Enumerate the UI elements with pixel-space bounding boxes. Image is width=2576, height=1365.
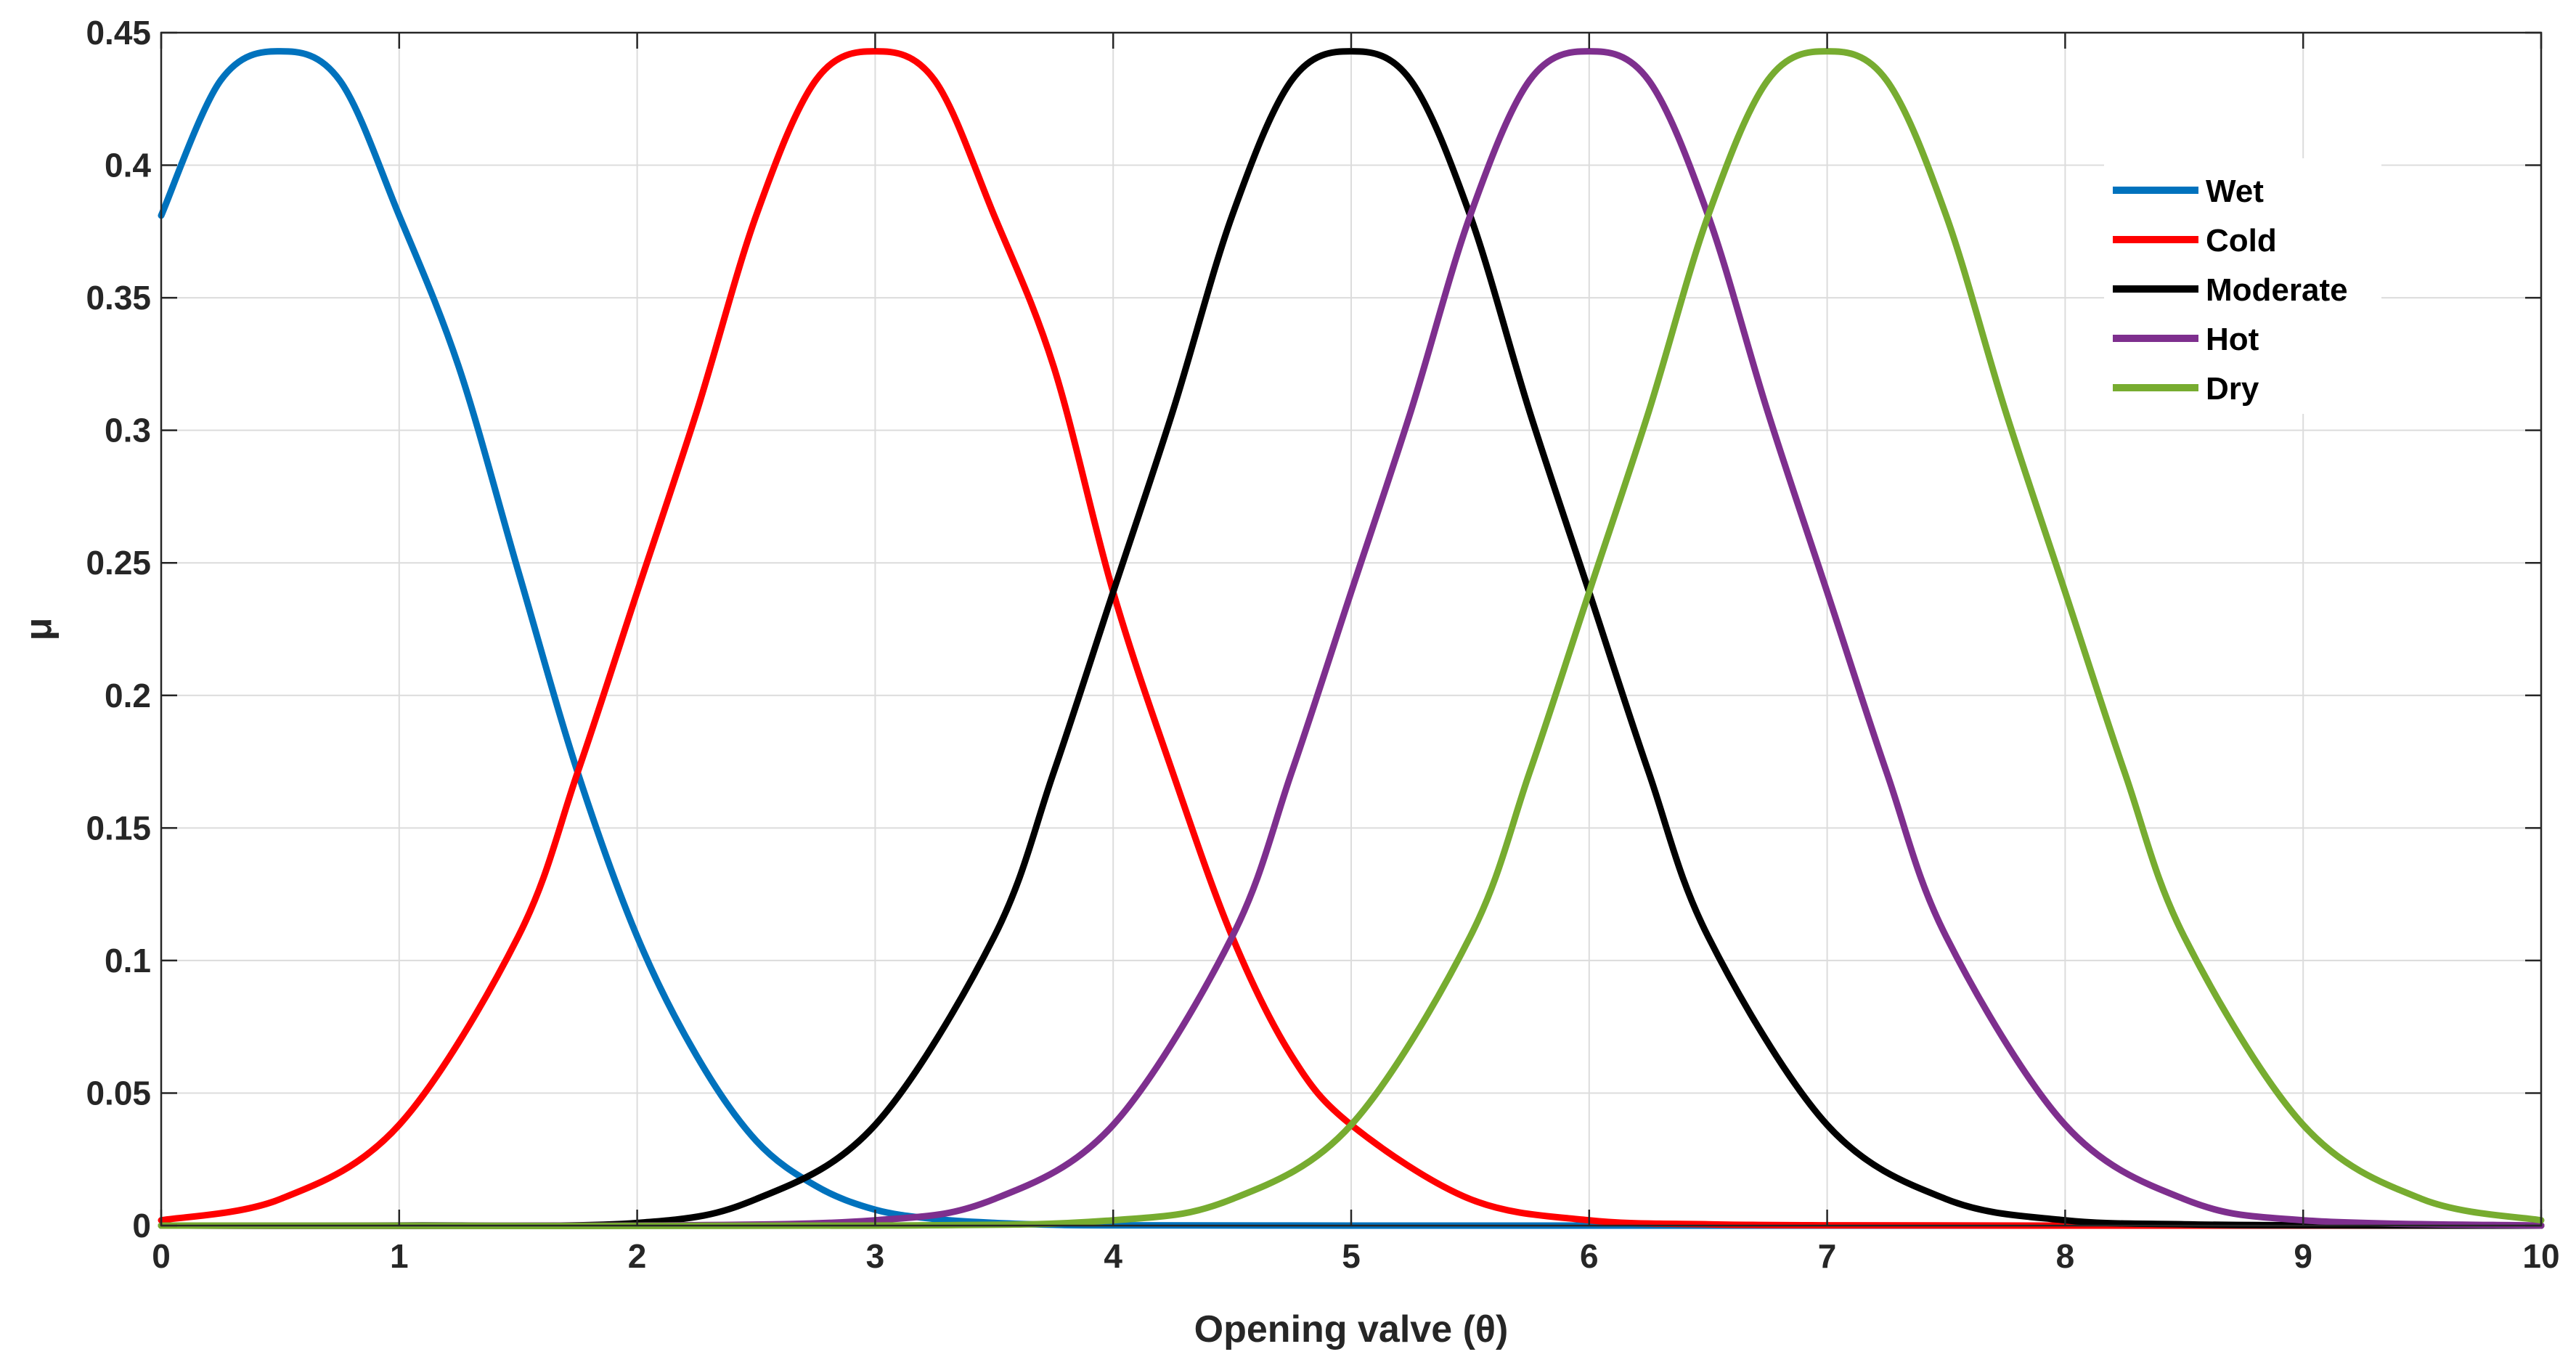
x-axis-title: Opening valve (θ) <box>1194 1308 1509 1350</box>
legend-label: Moderate <box>2206 272 2348 308</box>
x-tick-label: 8 <box>2056 1237 2075 1275</box>
y-tick-label: 0.2 <box>105 677 151 714</box>
x-tick-label: 7 <box>1818 1237 1837 1275</box>
x-tick-label: 2 <box>628 1237 647 1275</box>
x-tick-label: 4 <box>1104 1237 1122 1275</box>
y-axis-title: μ <box>17 618 60 641</box>
legend-label: Hot <box>2206 322 2259 357</box>
legend-label: Wet <box>2206 174 2264 209</box>
y-tick-label: 0.1 <box>105 942 151 979</box>
x-tick-label: 10 <box>2522 1237 2559 1275</box>
series-line-cold <box>158 48 2545 1229</box>
series-layer <box>158 48 2545 1230</box>
x-tick-label: 0 <box>152 1237 171 1275</box>
y-tick-label: 0.05 <box>86 1074 151 1112</box>
x-tick-label: 5 <box>1342 1237 1361 1275</box>
y-tick-label: 0.4 <box>105 147 151 184</box>
y-tick-label: 0 <box>132 1207 151 1244</box>
y-tick-label: 0.15 <box>86 809 151 847</box>
legend-label: Cold <box>2206 223 2277 258</box>
tick-labels: 0 1 2 3 4 5 6 7 8 9 10 0 0.05 0.1 0.15 0.2 0.25 0.3 0.35 0.… <box>86 14 2559 1275</box>
ticks <box>160 31 2543 1227</box>
x-tick-label: 1 <box>390 1237 409 1275</box>
legend: Wet Cold Moderate Hot Dry <box>2104 158 2381 414</box>
x-tick-label: 6 <box>1580 1237 1599 1275</box>
legend-label: Dry <box>2206 371 2259 407</box>
y-tick-label: 0.3 <box>105 412 151 449</box>
y-tick-label: 0.35 <box>86 279 151 317</box>
series-line-moderate <box>158 48 2545 1229</box>
x-tick-label: 9 <box>2294 1237 2312 1275</box>
x-tick-label: 3 <box>866 1237 885 1275</box>
y-tick-label: 0.45 <box>86 14 151 52</box>
y-tick-label: 0.25 <box>86 544 151 582</box>
series-line-hot <box>158 48 2545 1230</box>
series-line-dry <box>158 48 2545 1230</box>
